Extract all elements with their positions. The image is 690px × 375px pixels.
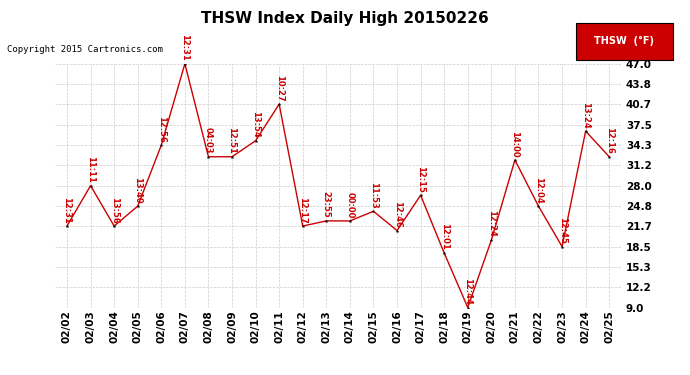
Point xyxy=(415,192,426,198)
Text: 12:04: 12:04 xyxy=(534,177,543,203)
Point xyxy=(344,218,355,224)
Text: 12:44: 12:44 xyxy=(463,278,472,305)
Point xyxy=(108,223,119,229)
Text: 12:31: 12:31 xyxy=(180,34,189,61)
Point xyxy=(439,250,450,256)
Text: 12:24: 12:24 xyxy=(487,210,496,237)
Text: 12:31: 12:31 xyxy=(63,196,72,223)
Point xyxy=(274,101,285,107)
Text: THSW  (°F): THSW (°F) xyxy=(595,36,654,46)
Point xyxy=(250,138,261,144)
Point xyxy=(61,223,72,229)
Point xyxy=(85,183,96,189)
Point xyxy=(486,237,497,243)
Text: 00:00: 00:00 xyxy=(346,192,355,218)
Text: 11:53: 11:53 xyxy=(369,182,378,209)
Point xyxy=(203,154,214,160)
Point xyxy=(580,128,591,134)
Text: 13:40: 13:40 xyxy=(133,177,142,203)
Text: 12:01: 12:01 xyxy=(440,224,449,250)
Point xyxy=(132,203,144,209)
Point xyxy=(462,304,473,310)
Point xyxy=(321,218,332,224)
Text: THSW Index Daily High 20150226: THSW Index Daily High 20150226 xyxy=(201,11,489,26)
Text: 14:00: 14:00 xyxy=(511,130,520,157)
Text: 13:56: 13:56 xyxy=(110,196,119,223)
Text: 12:56: 12:56 xyxy=(157,116,166,142)
Text: Copyright 2015 Cartronics.com: Copyright 2015 Cartronics.com xyxy=(7,45,163,54)
Point xyxy=(368,208,379,214)
Text: 12:51: 12:51 xyxy=(228,127,237,154)
Point xyxy=(391,228,402,234)
Text: 13:24: 13:24 xyxy=(581,102,590,128)
Text: 12:46: 12:46 xyxy=(393,201,402,228)
Text: 12:16: 12:16 xyxy=(604,127,613,154)
Point xyxy=(179,61,190,67)
Point xyxy=(226,154,237,160)
Text: 12:45: 12:45 xyxy=(558,217,566,244)
Text: 12:17: 12:17 xyxy=(298,196,307,223)
Point xyxy=(604,154,615,160)
Text: 23:55: 23:55 xyxy=(322,191,331,218)
Text: 11:11: 11:11 xyxy=(86,156,95,183)
Point xyxy=(533,203,544,209)
Point xyxy=(156,142,167,148)
Point xyxy=(509,157,520,163)
Text: 13:54: 13:54 xyxy=(251,111,260,138)
Text: 04:03: 04:03 xyxy=(204,128,213,154)
Point xyxy=(297,223,308,229)
Text: 10:27: 10:27 xyxy=(275,75,284,101)
Text: 12:15: 12:15 xyxy=(416,166,425,192)
Point xyxy=(557,244,568,250)
